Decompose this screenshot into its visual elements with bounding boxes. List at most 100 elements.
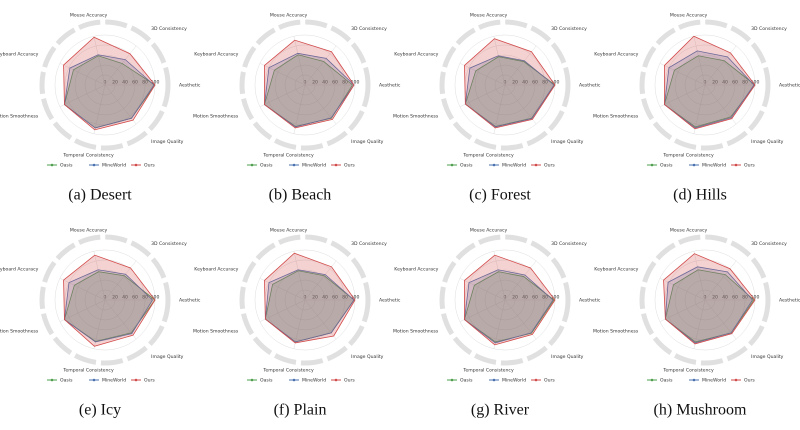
- caption: (g) River: [471, 402, 530, 419]
- axis-label: Temporal Consistency: [462, 153, 514, 159]
- r-tick-label: 20: [512, 295, 518, 301]
- legend-marker: [692, 163, 696, 167]
- legend-marker: [50, 163, 54, 167]
- legend-label: MineWorld: [502, 163, 526, 169]
- legend-marker: [334, 163, 338, 167]
- r-tick-label: 60: [332, 80, 338, 86]
- decor-ring: [239, 234, 371, 366]
- legend-label: Oasis: [460, 163, 473, 169]
- axis-label: Keyboard Accuracy: [194, 51, 238, 57]
- axis-label: 3D Consistency: [751, 26, 787, 32]
- legend-label: MineWorld: [502, 378, 526, 384]
- spoke: [459, 63, 506, 86]
- axis-label: Temporal Consistency: [662, 153, 714, 159]
- axis-label: Temporal Consistency: [262, 153, 314, 159]
- spoke: [693, 251, 706, 301]
- legend-label: Oasis: [260, 163, 273, 169]
- legend-marker: [650, 163, 654, 167]
- spoke: [504, 260, 537, 301]
- legend-marker: [250, 163, 254, 167]
- legend-marker: [134, 163, 138, 167]
- axis-label: Mouse Accuracy: [470, 227, 508, 233]
- series-area: [63, 36, 156, 131]
- r-tick-label: 20: [312, 80, 318, 86]
- series-area: [664, 266, 754, 344]
- series-area: [663, 55, 756, 128]
- spoke: [104, 260, 137, 301]
- legend-label: MineWorld: [102, 378, 126, 384]
- spoke: [259, 299, 306, 322]
- axis-label: Temporal Consistency: [462, 368, 514, 374]
- legend-marker: [92, 378, 96, 382]
- r-tick-label: 20: [312, 295, 318, 301]
- axis-label: Keyboard Accuracy: [194, 266, 238, 272]
- spoke: [504, 45, 537, 86]
- legend-label: Ours: [744, 378, 755, 384]
- decor-ring: [39, 19, 171, 151]
- caption: (a) Desert: [68, 187, 132, 204]
- spoke: [59, 63, 106, 86]
- axis-label: Mouse Accuracy: [670, 227, 708, 233]
- r-tick-label: 100: [751, 295, 760, 301]
- spoke: [59, 278, 106, 301]
- axis-label: Motion Smoothness: [0, 329, 39, 335]
- r-tick-label: 0: [304, 295, 307, 301]
- r-tick-label: 100: [751, 80, 760, 86]
- r-tick-label: 80: [342, 80, 348, 86]
- axis-label: Keyboard Accuracy: [394, 266, 438, 272]
- series-area: [264, 39, 355, 129]
- spoke: [259, 63, 306, 86]
- axis-label: Mouse Accuracy: [270, 12, 308, 18]
- r-tick-label: 0: [504, 295, 507, 301]
- caption: (d) Hills: [673, 187, 727, 204]
- decor-ring: [639, 19, 771, 151]
- spoke: [304, 260, 337, 301]
- legend-marker: [734, 163, 738, 167]
- spoke: [659, 84, 706, 107]
- axis-label: Motion Smoothness: [593, 329, 639, 335]
- legend-marker: [734, 378, 738, 382]
- spoke: [59, 84, 106, 107]
- axis-label: Mouse Accuracy: [70, 12, 108, 18]
- legend-marker: [492, 378, 496, 382]
- legend-label: MineWorld: [302, 163, 326, 169]
- r-tick-label: 20: [112, 295, 118, 301]
- spoke: [459, 278, 506, 301]
- spoke: [459, 299, 506, 322]
- axis-label: Temporal Consistency: [62, 153, 114, 159]
- radar-chart: 0 20 40 60 80 100 Aesthetic 3D Consistency Mouse…: [593, 12, 800, 203]
- series-area: [464, 38, 556, 129]
- axis-label: Keyboard Accuracy: [394, 51, 438, 57]
- axis-label: Image Quality: [151, 354, 184, 360]
- spoke: [304, 45, 337, 86]
- r-tick-label: 40: [522, 80, 528, 86]
- radar-chart: 0 20 40 60 80 100 Aesthetic 3D Consistency Mouse…: [393, 227, 601, 418]
- legend-label: Oasis: [60, 163, 73, 169]
- r-tick-label: 20: [512, 80, 518, 86]
- axis-label: Image Quality: [151, 139, 184, 145]
- axis-label: Motion Smoothness: [593, 114, 639, 120]
- spoke: [659, 299, 706, 322]
- axis-label: Temporal Consistency: [662, 368, 714, 374]
- series-area: [663, 253, 756, 345]
- series-area: [464, 269, 554, 344]
- r-tick-label: 0: [504, 80, 507, 86]
- legend-marker: [534, 163, 538, 167]
- axis-label: Motion Smoothness: [393, 114, 439, 120]
- series-area: [664, 35, 756, 130]
- spoke: [659, 63, 706, 86]
- axis-label: Keyboard Accuracy: [0, 266, 39, 272]
- r-tick-label: 80: [542, 80, 548, 86]
- legend-marker: [492, 163, 496, 167]
- series-area: [464, 55, 555, 128]
- axis-label: 3D Consistency: [551, 241, 587, 247]
- legend-marker: [650, 378, 654, 382]
- axis-label: Image Quality: [351, 354, 384, 360]
- radar-chart: 0 20 40 60 80 100 Aesthetic 3D Consistency Mouse…: [0, 227, 201, 418]
- r-tick-label: 100: [151, 295, 160, 301]
- spoke: [493, 299, 506, 349]
- r-tick-label: 80: [742, 295, 748, 301]
- spoke: [293, 299, 306, 349]
- legend-marker: [692, 378, 696, 382]
